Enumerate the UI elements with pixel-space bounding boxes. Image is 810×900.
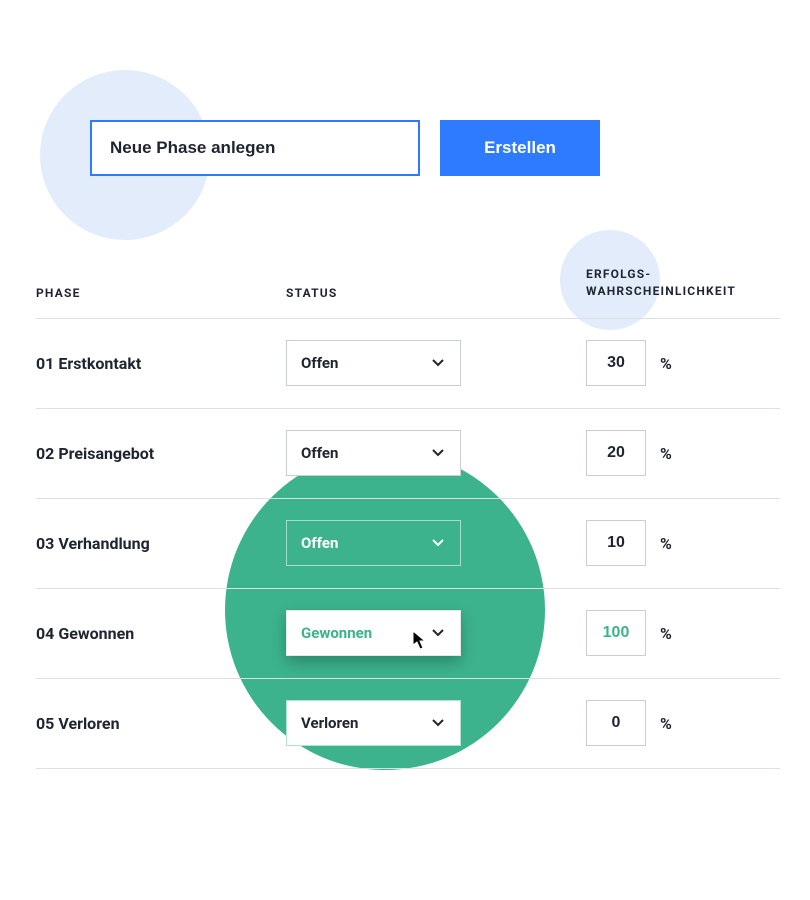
probability-input[interactable] — [586, 430, 646, 476]
col-header-prob-line2: WAHRSCHEINLICHKEIT — [586, 284, 736, 298]
table-row: 03 Verhandlung Offen % — [36, 499, 780, 589]
phase-label: 01 Erstkontakt — [36, 354, 286, 373]
col-header-status: STATUS — [286, 286, 586, 300]
create-button[interactable]: Erstellen — [440, 120, 600, 176]
probability-input[interactable] — [586, 520, 646, 566]
table-row: 04 Gewonnen Gewonnen % — [36, 589, 780, 679]
status-select[interactable]: Verloren — [286, 700, 461, 746]
chevron-down-icon — [432, 446, 446, 460]
chevron-down-icon — [432, 716, 446, 730]
col-header-phase: PHASE — [36, 286, 286, 300]
probability-input[interactable] — [586, 610, 646, 656]
chevron-down-icon — [432, 356, 446, 370]
status-select[interactable]: Gewonnen — [286, 610, 461, 656]
status-select[interactable]: Offen — [286, 340, 461, 386]
table-row: 01 Erstkontakt Offen % — [36, 319, 780, 409]
status-value: Offen — [301, 534, 338, 552]
status-select[interactable]: Offen — [286, 430, 461, 476]
phases-table: PHASE STATUS ERFOLGS- WAHRSCHEINLICHKEIT… — [0, 266, 810, 769]
table-row: 02 Preisangebot Offen % — [36, 409, 780, 499]
chevron-down-icon — [432, 626, 446, 640]
status-value: Offen — [301, 354, 338, 372]
top-bar: Erstellen — [0, 120, 810, 176]
phase-label: 02 Preisangebot — [36, 444, 286, 463]
new-phase-input[interactable] — [90, 120, 420, 176]
status-value: Verloren — [301, 714, 358, 732]
phase-label: 05 Verloren — [36, 714, 286, 733]
table-header-row: PHASE STATUS ERFOLGS- WAHRSCHEINLICHKEIT — [36, 266, 780, 319]
table-row: 05 Verloren Verloren % — [36, 679, 780, 769]
col-header-prob-line1: ERFOLGS- — [586, 267, 651, 281]
phase-label: 04 Gewonnen — [36, 624, 286, 643]
status-value: Offen — [301, 444, 338, 462]
status-select[interactable]: Offen — [286, 520, 461, 566]
probability-input[interactable] — [586, 700, 646, 746]
phase-label: 03 Verhandlung — [36, 534, 286, 553]
chevron-down-icon — [432, 536, 446, 550]
percent-symbol: % — [660, 624, 672, 643]
probability-input[interactable] — [586, 340, 646, 386]
percent-symbol: % — [660, 444, 672, 463]
status-value: Gewonnen — [301, 624, 372, 642]
percent-symbol: % — [660, 714, 672, 733]
percent-symbol: % — [660, 534, 672, 553]
col-header-probability: ERFOLGS- WAHRSCHEINLICHKEIT — [586, 266, 780, 300]
percent-symbol: % — [660, 354, 672, 373]
cursor-icon — [411, 629, 429, 651]
